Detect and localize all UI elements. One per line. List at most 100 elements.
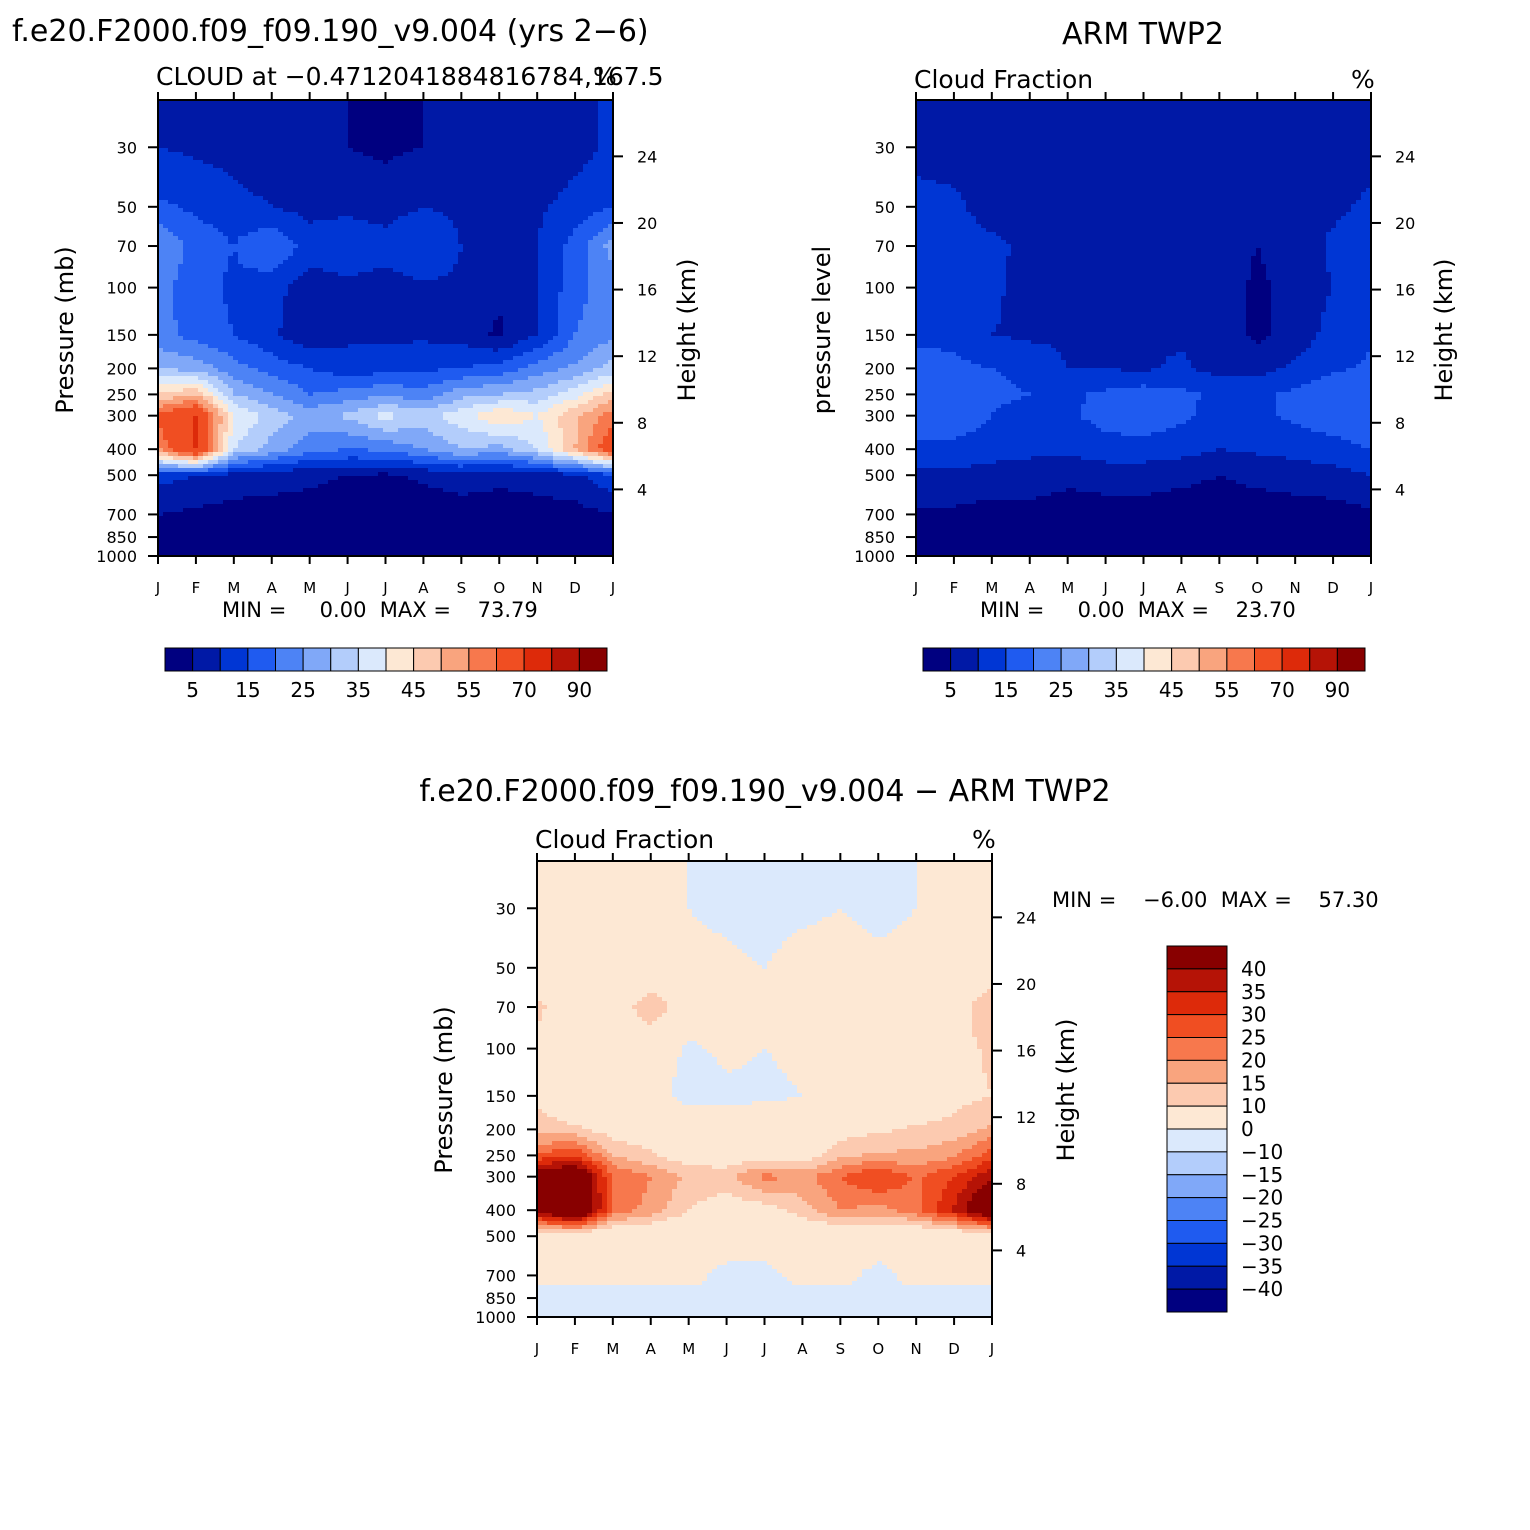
contour-cell (463, 156, 468, 160)
contour-cell (528, 140, 533, 144)
contour-cell (543, 144, 548, 148)
contour-cell (163, 148, 168, 152)
contour-cell (463, 132, 468, 136)
contour-cell (373, 104, 378, 108)
contour-cell (443, 124, 448, 128)
contour-cell (398, 132, 403, 136)
contour-cell (488, 132, 493, 136)
contour-cell (213, 120, 218, 124)
contour-cell (238, 124, 243, 128)
contour-cell (168, 156, 173, 160)
contour-cell (248, 144, 253, 148)
contour-cell (498, 156, 503, 160)
contour-cell (318, 196, 323, 200)
contour-cell (543, 112, 548, 116)
contour-cell (603, 108, 608, 112)
contour-cell (263, 116, 268, 120)
contour-cell (418, 132, 423, 136)
contour-cell (283, 128, 288, 132)
contour-cell (563, 128, 568, 132)
contour-cell (523, 176, 528, 180)
contour-cell (343, 192, 348, 196)
contour-cell (328, 116, 333, 120)
contour-cell (293, 116, 298, 120)
contour-cell (238, 184, 243, 188)
contour-cell (528, 116, 533, 120)
contour-cell (468, 156, 473, 160)
contour-cell (178, 200, 183, 204)
contour-cell (418, 108, 423, 112)
contour-cell (338, 136, 343, 140)
contour-cell (558, 140, 563, 144)
contour-cell (333, 112, 338, 116)
contour-cell (223, 172, 228, 176)
contour-cell (498, 172, 503, 176)
contour-cell (523, 160, 528, 164)
contour-cell (283, 192, 288, 196)
contour-cell (203, 120, 208, 124)
contour-cell (288, 116, 293, 120)
contour-cell (493, 112, 498, 116)
contour-cell (493, 128, 498, 132)
contour-cell (523, 168, 528, 172)
contour-cell (298, 132, 303, 136)
contour-cell (398, 128, 403, 132)
contour-cell (308, 152, 313, 156)
contour-cell (508, 136, 513, 140)
contour-cell (208, 196, 213, 200)
contour-cell (333, 104, 338, 108)
contour-cell (313, 176, 318, 180)
contour-cell (223, 120, 228, 124)
contour-cell (178, 184, 183, 188)
contour-cell (458, 180, 463, 184)
contour-cell (513, 192, 518, 196)
contour-cell (363, 164, 368, 168)
contour-cell (248, 160, 253, 164)
contour-cell (228, 176, 233, 180)
contour-cell (378, 156, 383, 160)
contour-cell (603, 176, 608, 180)
contour-cell (188, 156, 193, 160)
contour-cell (378, 152, 383, 156)
contour-cell (258, 128, 263, 132)
contour-cell (498, 188, 503, 192)
contour-cell (443, 188, 448, 192)
contour-cell (358, 136, 363, 140)
contour-cell (303, 188, 308, 192)
contour-cell (488, 180, 493, 184)
contour-cell (203, 104, 208, 108)
contour-cell (433, 156, 438, 160)
contour-cell (548, 176, 553, 180)
contour-cell (498, 120, 503, 124)
contour-cell (353, 180, 358, 184)
contour-cell (563, 104, 568, 108)
contour-cell (603, 112, 608, 116)
contour-cell (293, 124, 298, 128)
contour-cell (583, 192, 588, 196)
contour-cell (433, 120, 438, 124)
contour-cell (428, 168, 433, 172)
contour-cell (318, 168, 323, 172)
contour-cell (393, 164, 398, 168)
contour-cell (278, 188, 283, 192)
contour-cell (543, 164, 548, 168)
contour-cell (198, 128, 203, 132)
contour-cell (398, 172, 403, 176)
contour-cell (468, 136, 473, 140)
contour-cell (548, 108, 553, 112)
contour-cell (498, 132, 503, 136)
contour-cell (228, 196, 233, 200)
contour-cell (463, 168, 468, 172)
contour-cell (518, 176, 523, 180)
contour-cell (313, 196, 318, 200)
contour-cell (278, 176, 283, 180)
contour-cell (378, 128, 383, 132)
contour-cell (518, 184, 523, 188)
contour-cell (378, 168, 383, 172)
contour-cell (223, 180, 228, 184)
contour-cell (418, 124, 423, 128)
contour-cell (198, 144, 203, 148)
contour-cell (193, 104, 198, 108)
contour-cell (493, 188, 498, 192)
contour-cell (508, 184, 513, 188)
